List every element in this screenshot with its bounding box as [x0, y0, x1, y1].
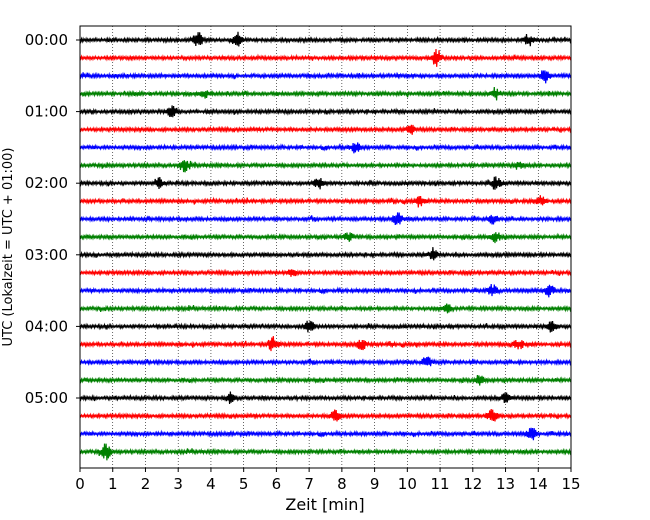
trace-0430 [79, 356, 572, 367]
plot-frame [79, 25, 572, 469]
x-tick-label: 1 [108, 475, 118, 493]
trace-0530 [79, 427, 572, 441]
trace-0030 [79, 70, 572, 84]
trace-0000 [79, 31, 572, 47]
trace-0500 [79, 391, 572, 404]
traces [79, 31, 572, 461]
x-tick-label: 14 [529, 475, 548, 493]
trace-0545 [79, 443, 572, 461]
trace-0300 [79, 247, 572, 261]
x-tick-label: 2 [141, 475, 151, 493]
trace-0115 [79, 124, 572, 135]
x-tick-label: 4 [206, 475, 216, 493]
trace-0130 [79, 142, 572, 154]
x-tick-label: 3 [173, 475, 183, 493]
x-tick-label: 15 [561, 475, 580, 493]
y-tick-label: 04:00 [25, 317, 68, 335]
x-tick-label: 11 [431, 475, 450, 493]
x-tick-label: 13 [496, 475, 515, 493]
y-axis-ticks: 00:00 01:00 02:00 03:00 04:00 05:00 [25, 31, 80, 407]
x-tick-label: 9 [370, 475, 380, 493]
trace-0445 [79, 375, 572, 386]
y-tick-label: 01:00 [25, 103, 68, 121]
trace-0145 [79, 160, 572, 173]
trace-0230 [79, 212, 572, 225]
y-tick-label: 02:00 [25, 174, 68, 192]
x-tick-label: 7 [304, 475, 314, 493]
trace-0330 [79, 283, 572, 298]
y-tick-label: 05:00 [25, 389, 68, 407]
trace-0100 [79, 105, 572, 118]
trace-0015 [79, 48, 572, 67]
y-axis-label: UTC (Lokalzeit = UTC + 01:00) [1, 148, 16, 347]
trace-0045 [79, 87, 572, 101]
x-axis-label: Zeit [min] [285, 495, 364, 514]
trace-0345 [79, 303, 572, 314]
trace-0315 [79, 268, 572, 277]
x-tick-label: 8 [337, 475, 347, 493]
x-tick-label: 0 [75, 475, 85, 493]
x-axis-ticks: 0 1 2 3 4 5 6 7 8 9 10 11 12 13 14 15 [75, 468, 581, 493]
trace-0245 [79, 232, 572, 244]
trace-0515 [79, 408, 572, 422]
x-tick-label: 6 [272, 475, 282, 493]
trace-0415 [79, 336, 572, 352]
trace-0200 [79, 176, 572, 190]
trace-0215 [79, 195, 572, 208]
y-tick-label: 03:00 [25, 246, 68, 264]
trace-0400 [79, 320, 572, 333]
x-tick-label: 10 [398, 475, 417, 493]
y-tick-label: 00:00 [25, 31, 68, 49]
x-tick-label: 5 [239, 475, 249, 493]
x-tick-label: 12 [463, 475, 482, 493]
